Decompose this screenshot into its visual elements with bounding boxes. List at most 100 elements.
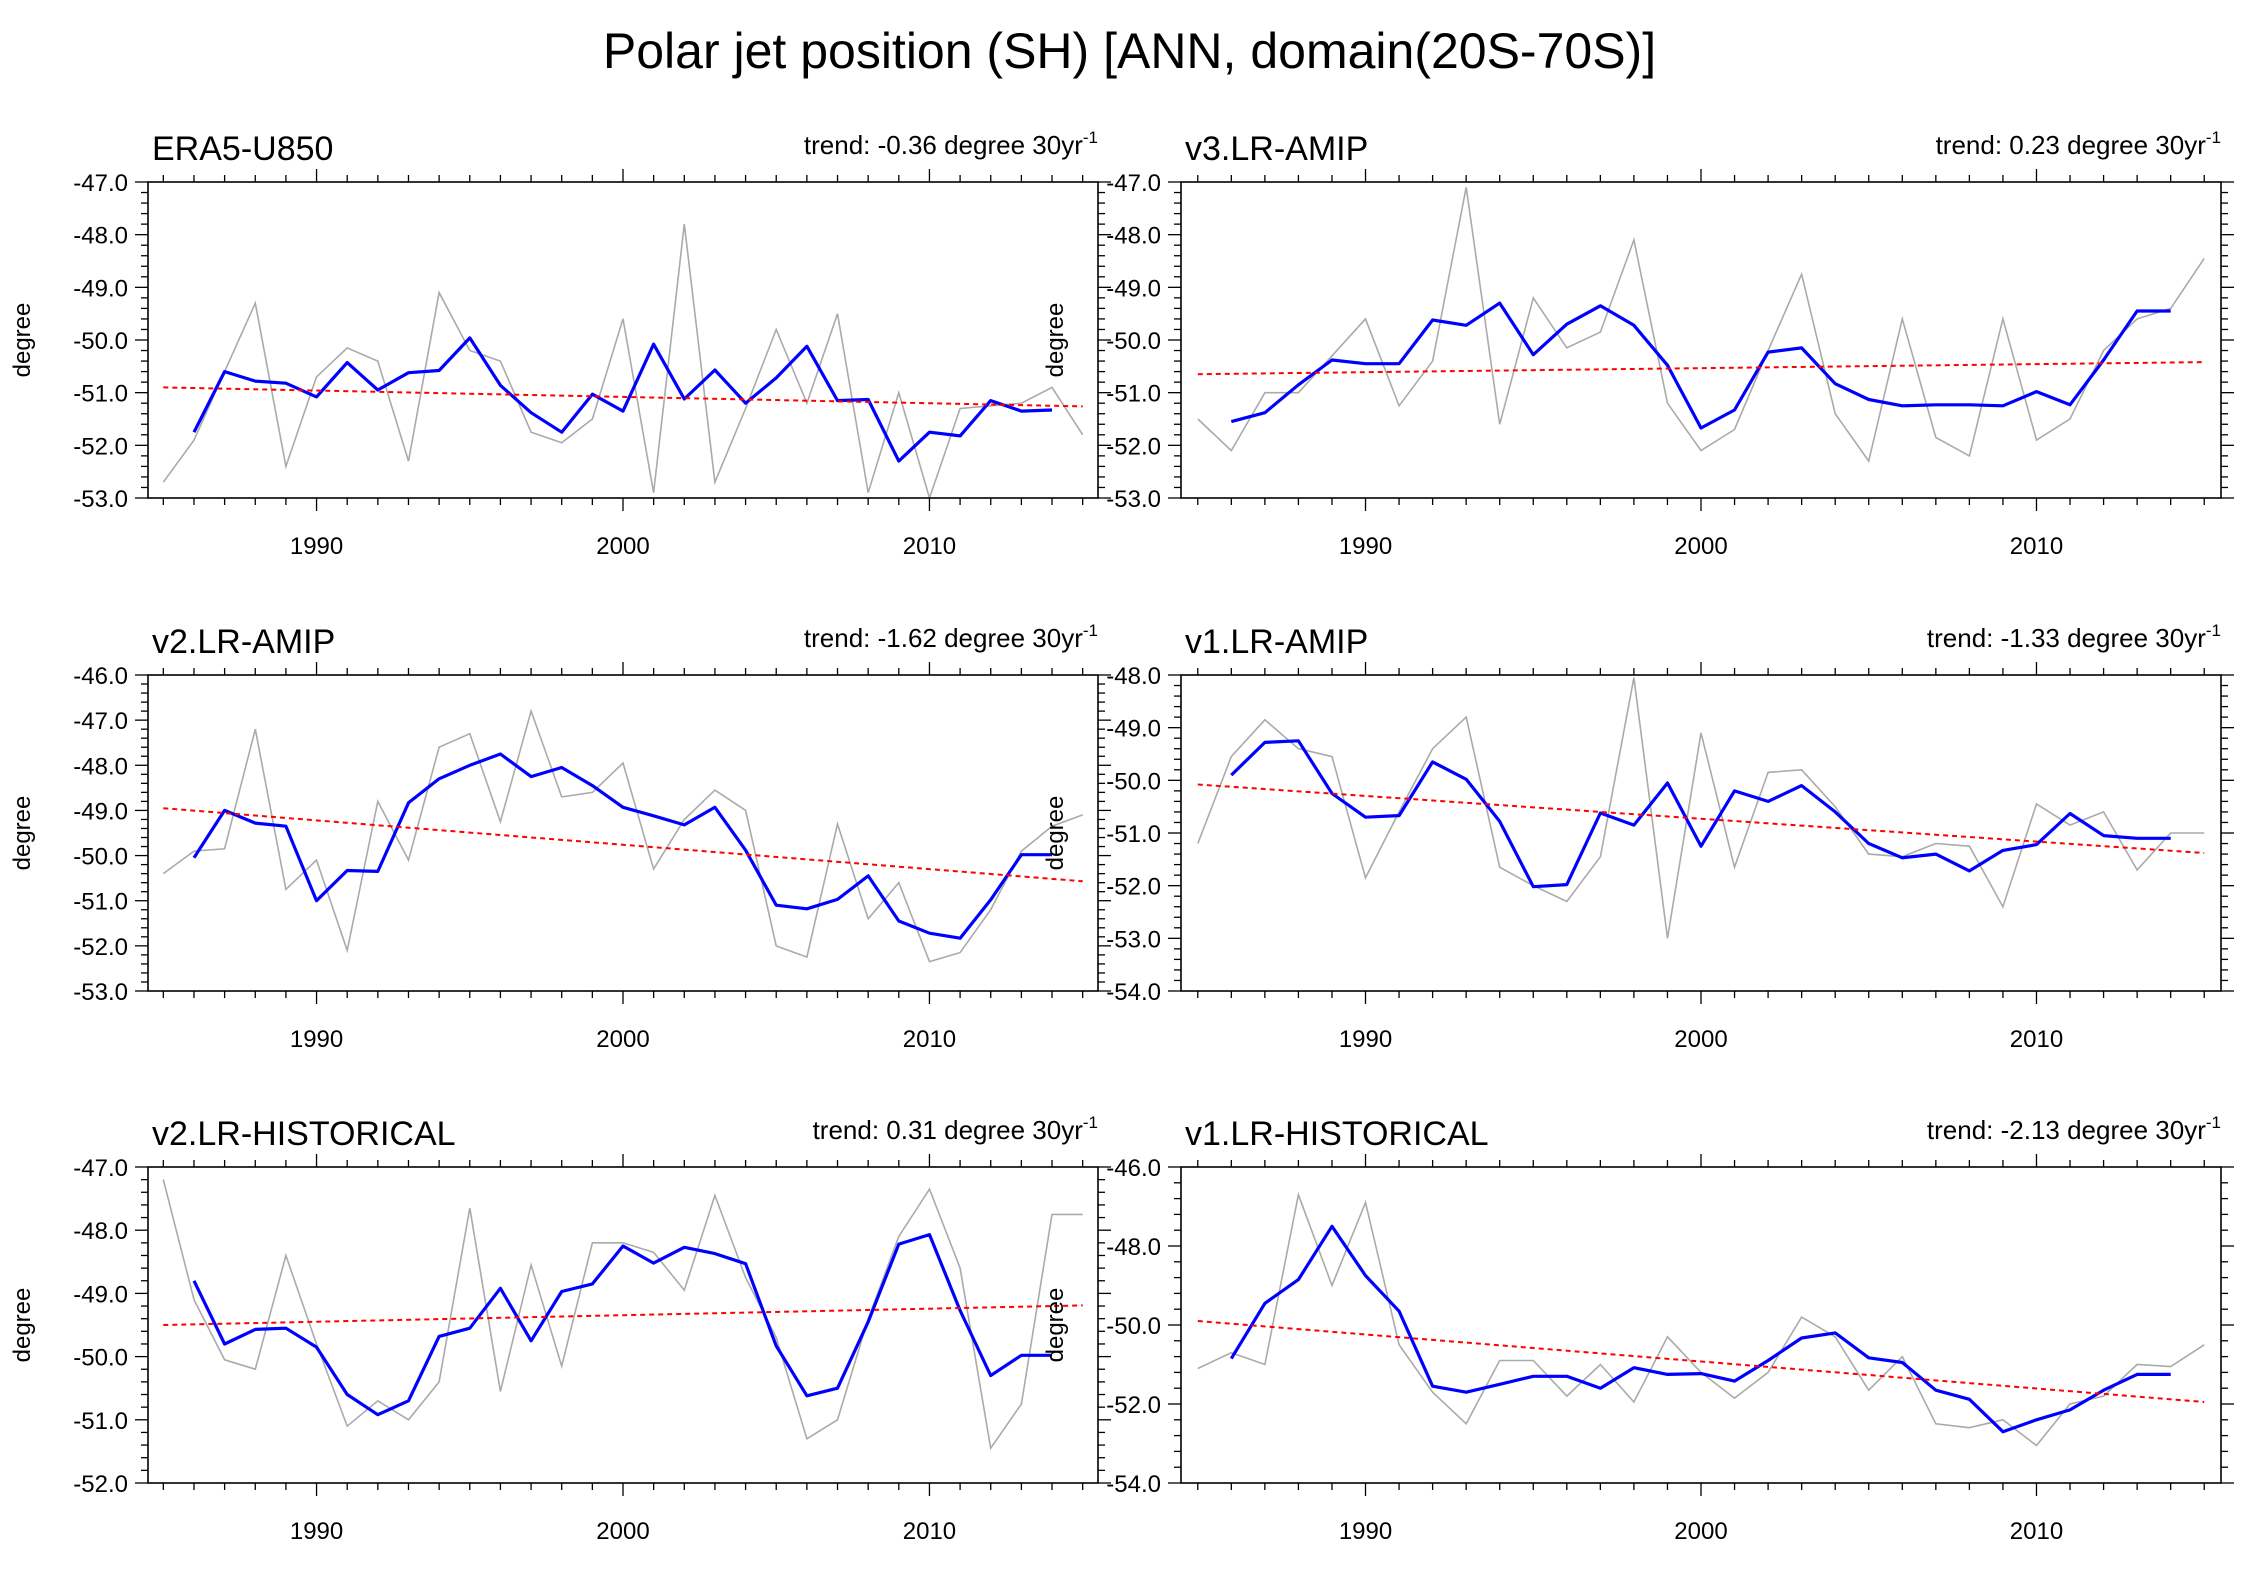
y-tick-label: -52.0 [73,934,128,961]
y-tick-label: -47.0 [73,1155,128,1182]
x-tick-label: 2010 [2010,533,2063,560]
y-tick-label: -52.0 [1106,874,1161,901]
x-tick-label: 2000 [596,533,649,560]
y-tick-label: -51.0 [1106,821,1161,848]
raw-series-line [1197,677,2205,939]
plot-frame [1180,1166,2222,1484]
trend-text: trend: -1.33 degree 30yr [1927,623,2206,653]
trend-superscript: -1 [2206,621,2221,640]
trend-line [1197,1320,2205,1403]
panel-title: ERA5-U850 [152,130,333,168]
trend-label: trend: 0.23 degree 30yr-1 [1936,128,2221,160]
plot-frame [147,1166,1099,1484]
y-tick-label: -50.0 [1106,1313,1161,1340]
trend-superscript: -1 [1083,621,1098,640]
y-tick-label: -49.0 [73,1281,128,1308]
trend-superscript: -1 [1083,1113,1098,1132]
trend-superscript: -1 [1083,128,1098,147]
y-tick-label: -51.0 [73,889,128,916]
x-tick-label: 2010 [2010,1518,2063,1545]
raw-series-line [162,708,1083,963]
x-tick-label: 1990 [1339,533,1392,560]
y-tick-label: -50.0 [1106,328,1161,355]
panel-title: v2.LR-AMIP [152,623,335,661]
smoothed-series-line [1230,301,2171,430]
y-tick-label: -54.0 [1106,979,1161,1006]
smoothed-series-line [192,336,1053,463]
trend-text: trend: -0.36 degree 30yr [804,130,1083,160]
y-tick-label: -53.0 [1106,926,1161,953]
figure-title: Polar jet position (SH) [ANN, domain(20S… [602,23,1657,79]
y-tick-label: -50.0 [1106,768,1161,795]
trend-text: trend: -2.13 degree 30yr [1927,1115,2206,1145]
x-tick-label: 2010 [903,1518,956,1545]
trend-text: trend: 0.31 degree 30yr [813,1115,1084,1145]
x-tick-label: 1990 [1339,1518,1392,1545]
panel-4: v1.LR-AMIP trend: -1.33 degree 30yr-1degr… [1042,621,2234,1053]
y-tick-label: -50.0 [73,328,128,355]
y-tick-label: -48.0 [1106,663,1161,690]
y-tick-label: -49.0 [1106,716,1161,743]
y-axis-label: degree [1042,303,1069,378]
plot-area [1197,187,2205,464]
plot-frame [1180,674,2222,992]
y-tick-label: -49.0 [1106,275,1161,302]
trend-text: trend: 0.23 degree 30yr [1936,130,2207,160]
x-tick-label: 1990 [290,1518,343,1545]
y-tick-label: -51.0 [73,381,128,408]
y-tick-label: -47.0 [1106,170,1161,197]
x-tick-label: 2010 [903,533,956,560]
y-tick-label: -53.0 [1106,486,1161,513]
x-tick-label: 2000 [596,1026,649,1053]
y-tick-label: -49.0 [73,275,128,302]
y-tick-label: -47.0 [73,170,128,197]
y-tick-label: -53.0 [73,486,128,513]
y-tick-label: -50.0 [73,844,128,871]
y-tick-label: -47.0 [73,708,128,735]
trend-line [1197,783,2205,854]
y-axis-label: degree [1042,796,1069,871]
panel-title: v1.LR-HISTORICAL [1185,1115,1489,1153]
panel-6: v1.LR-HISTORICAL trend: -2.13 degree 30yr… [1042,1113,2234,1545]
raw-series-line [162,1179,1083,1451]
panel-title: v1.LR-AMIP [1185,623,1368,661]
y-tick-label: -46.0 [73,663,128,690]
x-tick-label: 1990 [290,1026,343,1053]
x-tick-label: 2000 [596,1518,649,1545]
y-tick-label: -48.0 [1106,223,1161,250]
raw-series-line [1197,1191,2205,1447]
y-axis-label: degree [9,796,36,871]
x-tick-label: 1990 [1339,1026,1392,1053]
plot-area [162,1179,1083,1451]
y-tick-label: -46.0 [1106,1155,1161,1182]
x-tick-label: 2000 [1674,533,1727,560]
x-tick-label: 1990 [290,533,343,560]
trend-text: trend: -1.62 degree 30yr [804,623,1083,653]
trend-superscript: -1 [2206,128,2221,147]
y-tick-label: -50.0 [73,1345,128,1372]
y-tick-label: -51.0 [73,1408,128,1435]
raw-series-line [162,224,1084,498]
y-axis-label: degree [9,303,36,378]
trend-label: trend: -2.13 degree 30yr-1 [1927,1113,2221,1145]
trend-line [163,1304,1083,1326]
trend-line [163,807,1083,883]
y-tick-label: -53.0 [73,979,128,1006]
panel-3: v2.LR-AMIP trend: -1.62 degree 30yr-1 degr… [9,621,1111,1053]
panel-title: v3.LR-AMIP [1185,130,1368,168]
y-tick-label: -52.0 [1106,1392,1161,1419]
trend-line [163,386,1083,408]
x-tick-label: 2000 [1674,1026,1727,1053]
trend-label: trend: 0.31 degree 30yr-1 [813,1113,1098,1145]
y-axis-label: degree [1042,1288,1069,1363]
y-axis-label: degree [9,1288,36,1363]
panel-5: v2.LR-HISTORICAL trend: 0.31 degree 30yr-… [9,1113,1111,1545]
smoothed-series-line [1230,739,2171,889]
plot-area [162,224,1084,498]
trend-label: trend: -1.33 degree 30yr-1 [1927,621,2221,653]
y-tick-label: -52.0 [73,433,128,460]
x-tick-label: 2010 [2010,1026,2063,1053]
trend-line [1197,361,2205,376]
plot-frame [147,674,1099,992]
